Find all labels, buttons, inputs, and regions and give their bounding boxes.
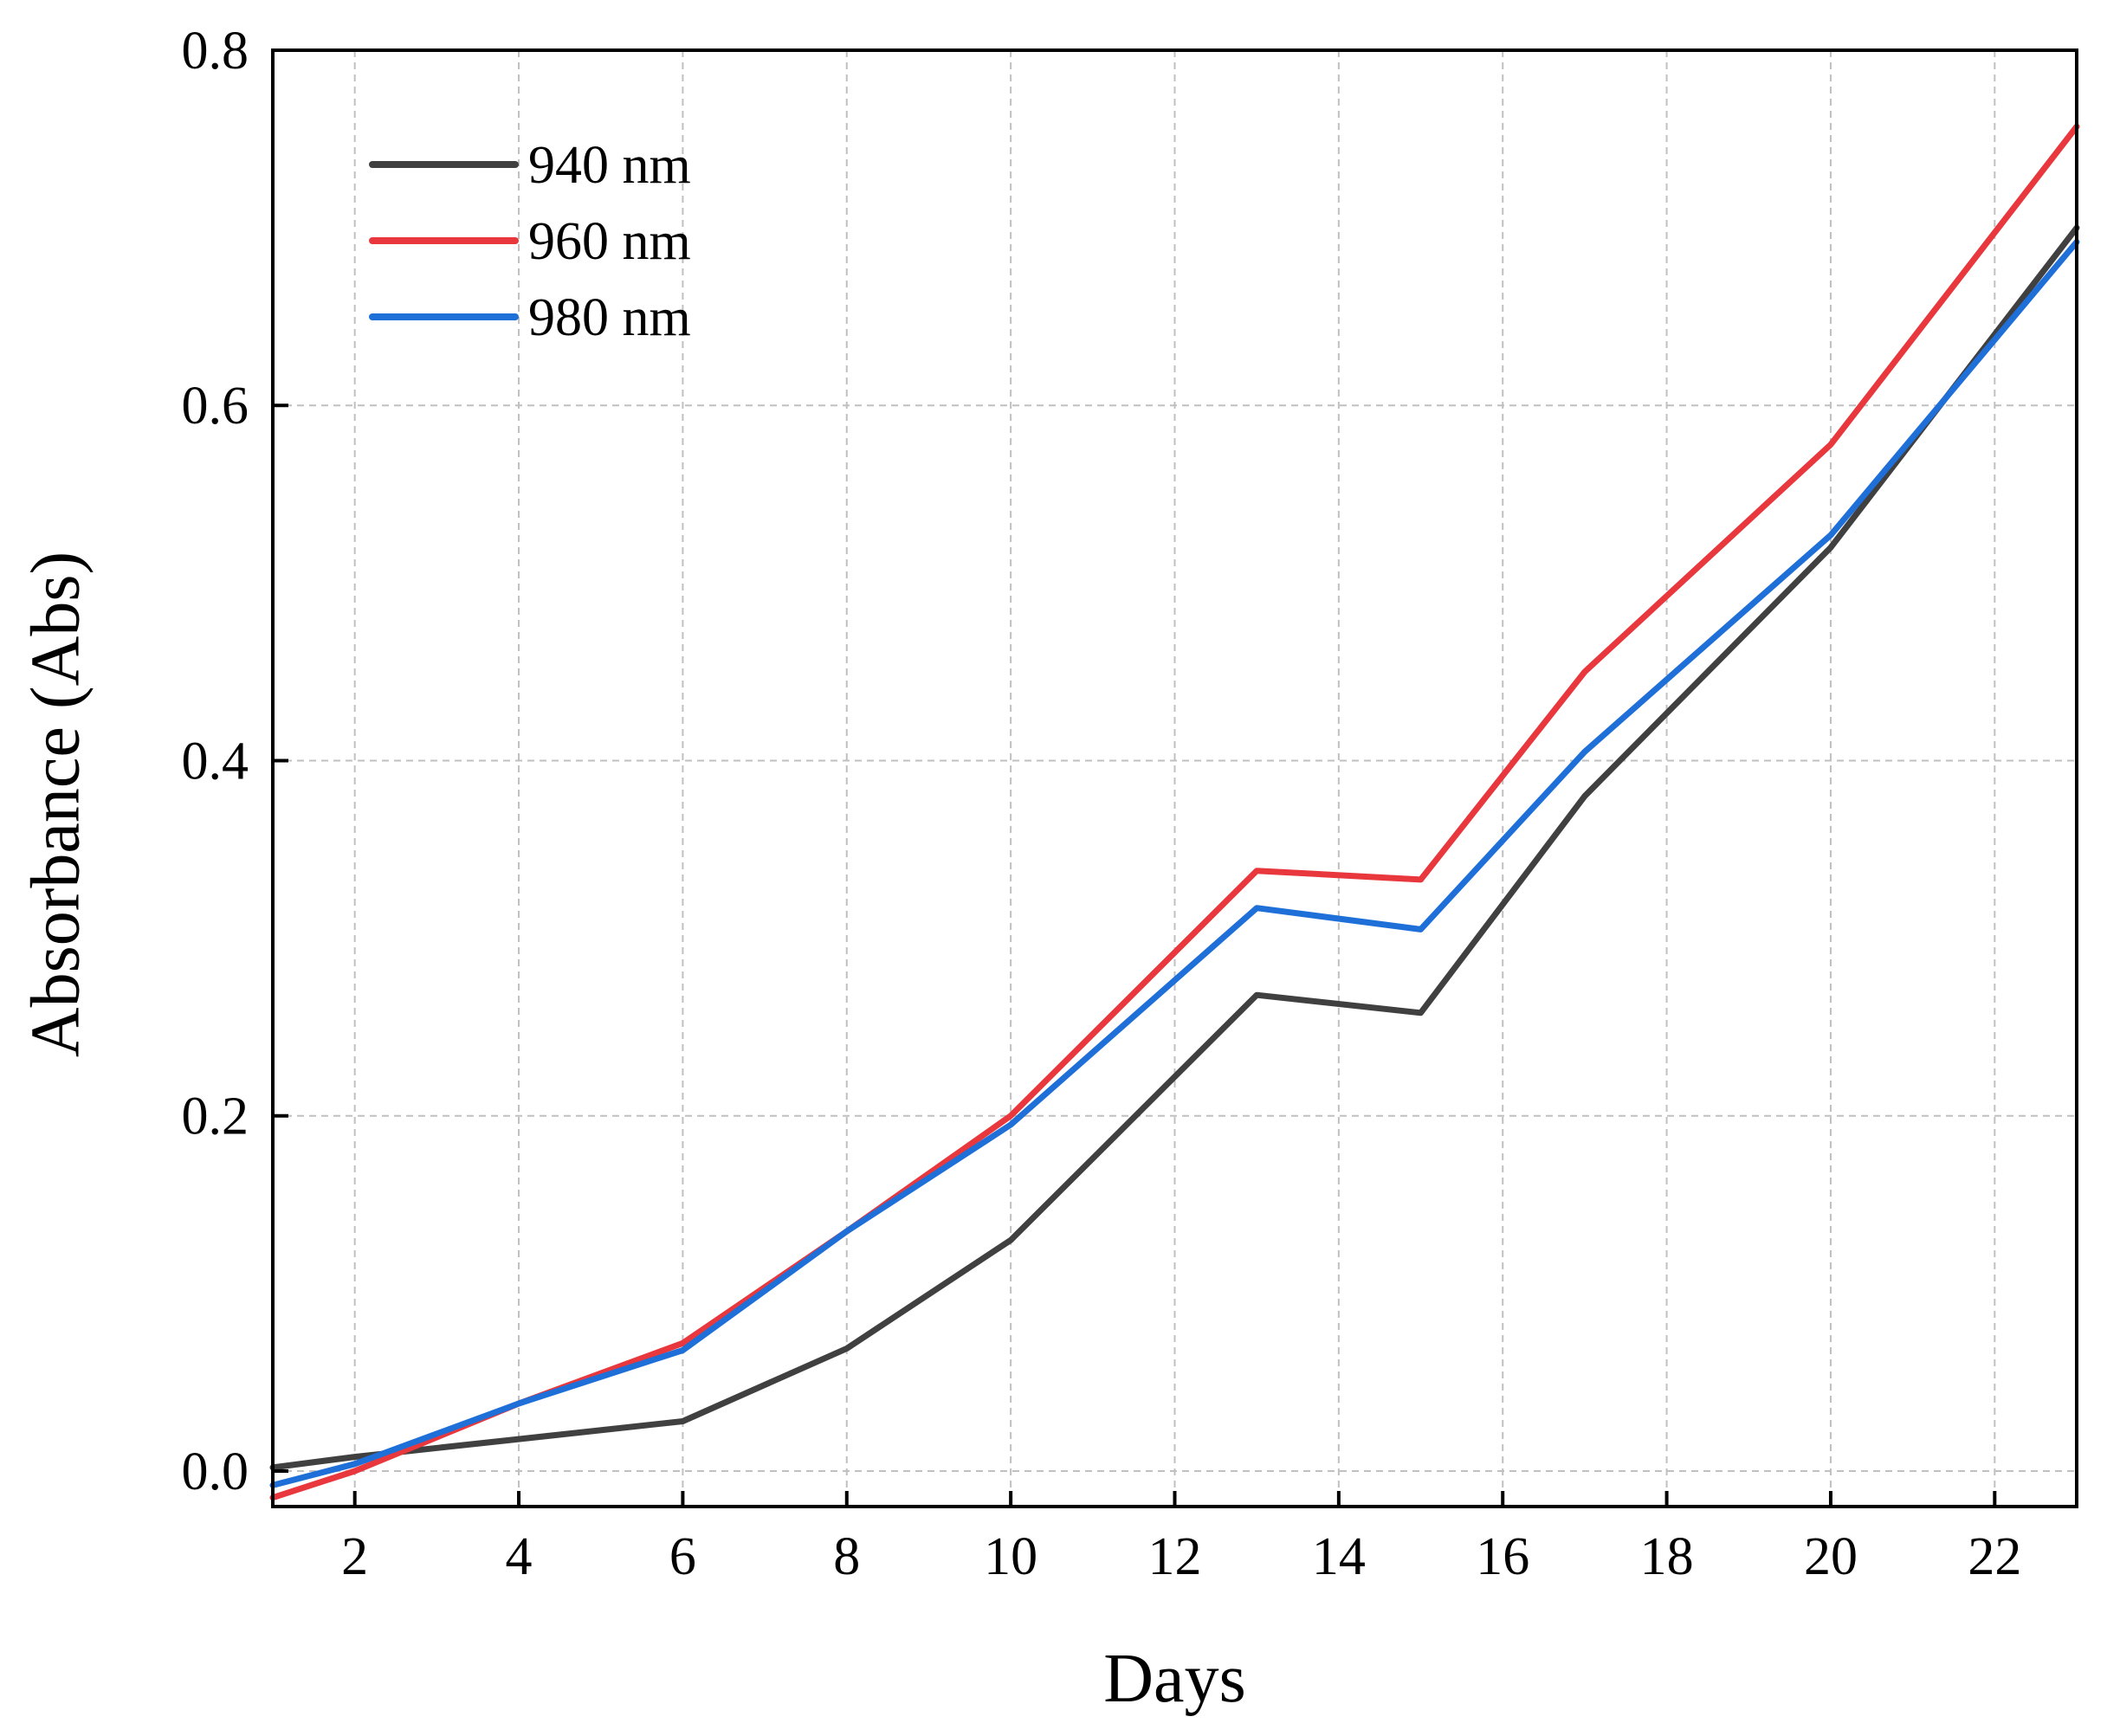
x-tick-label: 8 [833, 1527, 860, 1586]
x-tick-label: 22 [1968, 1527, 2021, 1586]
x-tick-label: 6 [669, 1527, 696, 1586]
x-tick-labels: 2 4 6 8 10 12 14 16 18 20 22 [341, 1527, 2021, 1586]
x-tick-label: 10 [984, 1527, 1037, 1586]
y-axis-title: Absorbance (Abs) [17, 552, 94, 1057]
y-tick-label: 0.8 [182, 22, 249, 81]
y-tick-labels: 0.0 0.2 0.4 0.6 0.8 [182, 22, 249, 1501]
y-tick-label: 0.6 [182, 377, 249, 436]
y-tick-label: 0.2 [182, 1087, 249, 1146]
series-lines [269, 123, 2080, 1501]
x-tick-label: 2 [341, 1527, 368, 1586]
x-axis-title: Days [1103, 1641, 1245, 1717]
x-tick-label: 14 [1312, 1527, 1366, 1586]
legend-label: 960 nm [528, 212, 691, 271]
x-tick-label: 12 [1148, 1527, 1202, 1586]
legend-label: 980 nm [528, 288, 691, 347]
axis-ticks [273, 48, 1997, 1507]
series-line-980-nm [269, 239, 2080, 1488]
x-tick-label: 20 [1804, 1527, 1858, 1586]
legend: 940 nm 960 nm 980 nm [369, 136, 691, 347]
series-line-940-nm [269, 224, 2080, 1471]
y-tick-label: 0.0 [182, 1442, 249, 1501]
legend-label: 940 nm [528, 136, 691, 195]
x-tick-label: 18 [1640, 1527, 1694, 1586]
x-tick-label: 16 [1476, 1527, 1529, 1586]
x-tick-label: 4 [506, 1527, 533, 1586]
y-tick-label: 0.4 [182, 732, 249, 791]
